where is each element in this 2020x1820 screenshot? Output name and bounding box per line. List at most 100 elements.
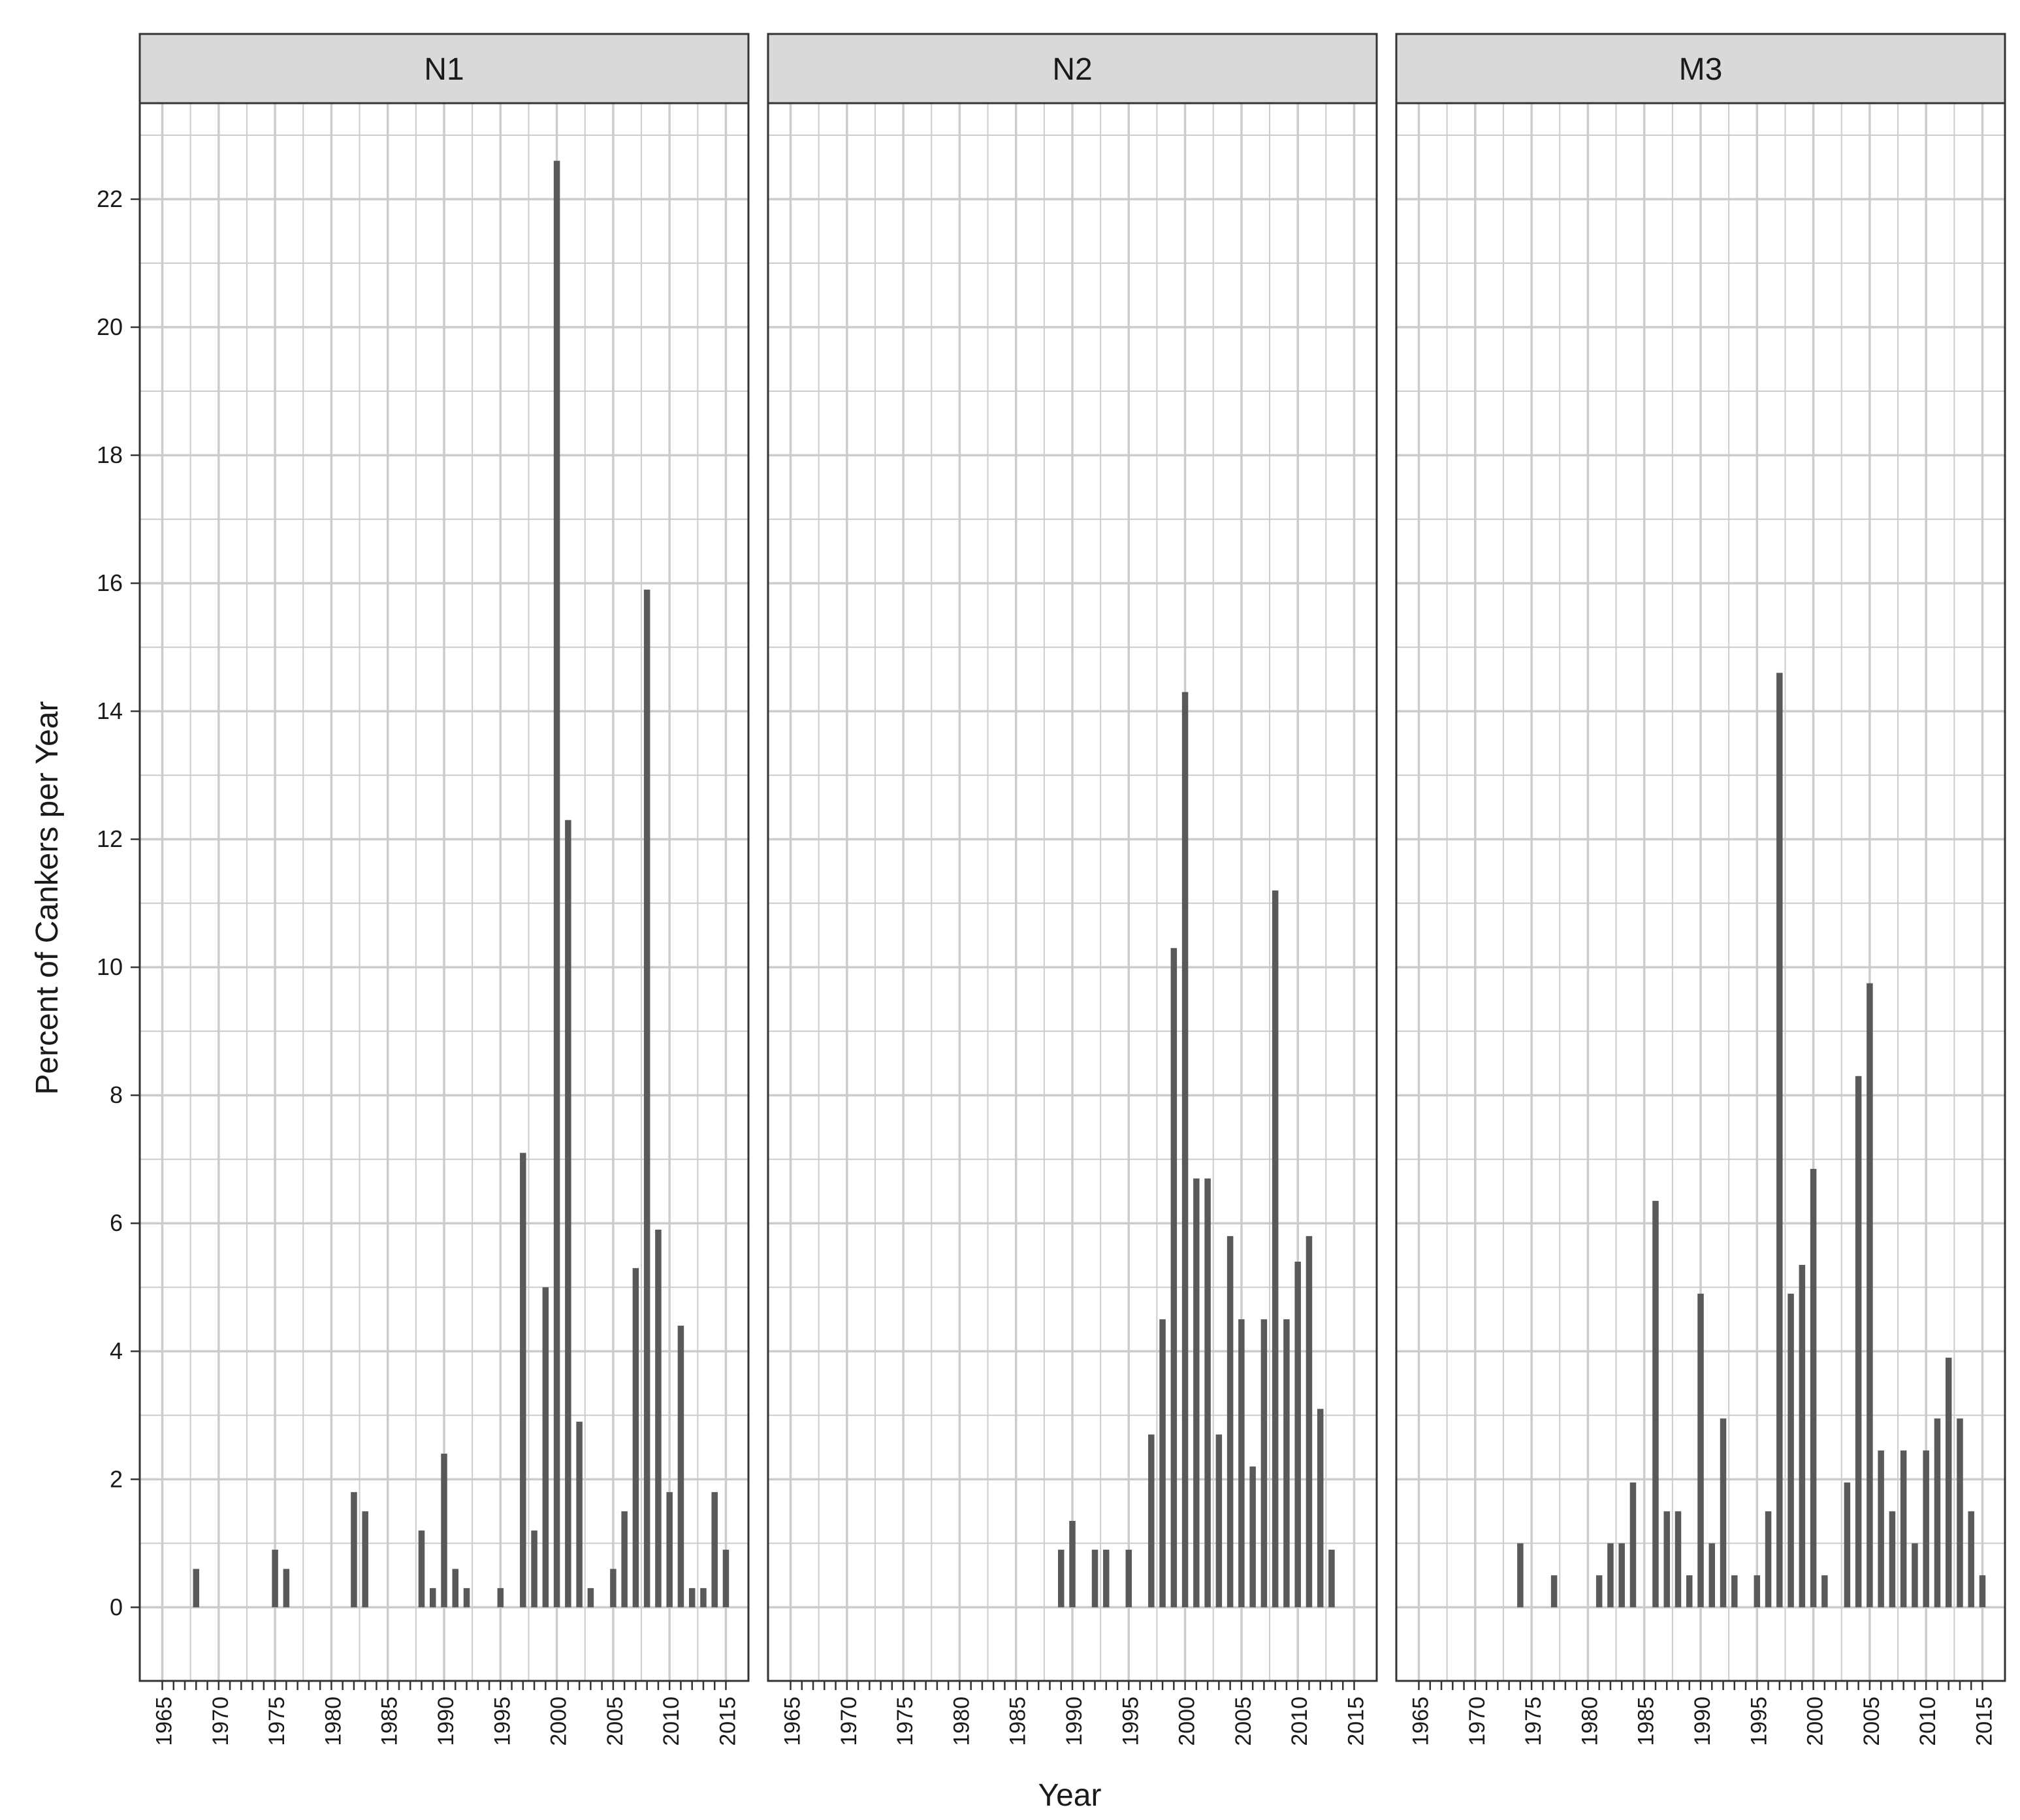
bar-m3-1997 [1776, 673, 1783, 1608]
bar-n1-1982 [351, 1492, 357, 1608]
bar-m3-1986 [1652, 1200, 1659, 1608]
bar-n2-2001 [1193, 1178, 1200, 1608]
bar-n1-1990 [441, 1454, 447, 1608]
bar-n2-2011 [1306, 1236, 1313, 1608]
bar-n1-1997 [520, 1153, 526, 1608]
bar-n1-2000 [553, 161, 560, 1608]
bar-m3-2005 [1867, 983, 1873, 1608]
bar-m3-2008 [1900, 1450, 1907, 1608]
bar-m3-1998 [1788, 1294, 1794, 1608]
bar-m3-2000 [1810, 1168, 1817, 1608]
x-tick-label: 2005 [1231, 1697, 1256, 1746]
bar-n2-2006 [1249, 1466, 1256, 1608]
bar-m3-1977 [1550, 1575, 1558, 1608]
x-tick-label: 1965 [780, 1697, 805, 1746]
bar-m3-2006 [1878, 1450, 1884, 1608]
bar-n2-1989 [1057, 1550, 1065, 1608]
bar-n1-2008 [643, 589, 650, 1608]
x-tick-label: 1970 [208, 1697, 233, 1746]
bar-m3-1993 [1731, 1575, 1738, 1608]
bar-n2-1995 [1125, 1550, 1132, 1608]
bar-m3-1996 [1765, 1511, 1772, 1608]
bar-n1-1975 [272, 1550, 278, 1608]
x-tick-label: 2015 [1343, 1697, 1368, 1746]
x-tick-label: 1990 [1690, 1697, 1715, 1746]
bar-n1-2007 [632, 1268, 639, 1608]
bar-n1-2001 [565, 820, 571, 1608]
bar-n2-2003 [1215, 1434, 1223, 1608]
bar-m3-1974 [1517, 1543, 1524, 1608]
panel-n2: N2 1965 1970 1975 1980 1985 1990 1995 2000 2005 20… [767, 33, 1378, 1746]
bar-n1-2003 [587, 1588, 594, 1608]
x-tick-label: 2000 [1175, 1697, 1200, 1746]
y-tick-label: 0 [110, 1593, 123, 1620]
bar-n1-2014 [711, 1492, 718, 1608]
bar-m3-1991 [1708, 1543, 1716, 1608]
x-tick-label: 2015 [715, 1697, 740, 1746]
y-tick-label: 18 [97, 441, 123, 468]
bar-n2-1997 [1148, 1434, 1155, 1608]
bar-n1-2013 [700, 1588, 707, 1608]
bar-m3-1992 [1720, 1418, 1727, 1608]
y-tick-label: 22 [97, 185, 123, 212]
bar-n2-1998 [1159, 1319, 1166, 1608]
x-tick-label: 1990 [434, 1697, 458, 1746]
bar-n2-2012 [1317, 1409, 1324, 1608]
bar-m3-1999 [1799, 1264, 1806, 1608]
bar-m3-2010 [1923, 1450, 1929, 1608]
x-tick-label: 2000 [1803, 1697, 1828, 1746]
bar-m3-1983 [1618, 1543, 1625, 1608]
bar-m3-2009 [1912, 1543, 1918, 1608]
y-tick-label: 10 [97, 953, 123, 980]
y-tick-label: 6 [110, 1209, 123, 1236]
bar-m3-1989 [1686, 1575, 1693, 1608]
bar-n2-1990 [1069, 1520, 1076, 1608]
y-axis-title: Percent of Cankers per Year [30, 701, 65, 1094]
bar-n1-1983 [362, 1511, 368, 1608]
bar-n2-2000 [1181, 692, 1189, 1608]
x-tick-label: 1980 [1577, 1697, 1602, 1746]
bar-m3-2015 [1979, 1575, 1986, 1608]
bar-n2-2004 [1226, 1236, 1234, 1608]
facet-strip [767, 33, 1378, 104]
bar-n1-1995 [497, 1588, 504, 1608]
y-tick-label: 16 [97, 569, 123, 596]
x-tick-label: 1995 [1746, 1697, 1771, 1746]
bar-m3-1981 [1595, 1575, 1603, 1608]
x-tick-label: 1985 [1634, 1697, 1659, 1746]
x-tick-label: 2005 [1859, 1697, 1884, 1746]
x-tick-label: 1990 [1062, 1697, 1087, 1746]
bar-n1-2012 [688, 1588, 696, 1608]
bar-m3-1990 [1697, 1294, 1704, 1608]
bar-n1-2009 [655, 1230, 662, 1608]
x-tick-label: 2015 [1972, 1697, 1996, 1746]
bar-n2-2007 [1260, 1319, 1268, 1608]
bar-n2-1993 [1103, 1550, 1110, 1608]
y-tick-label: 20 [97, 313, 123, 340]
bar-n1-2006 [621, 1511, 628, 1608]
bar-m3-2007 [1889, 1511, 1896, 1608]
bar-m3-1984 [1629, 1482, 1637, 1608]
x-tick-label: 1975 [265, 1697, 289, 1746]
x-tick-label: 1980 [321, 1697, 345, 1746]
x-tick-label: 1965 [1409, 1697, 1434, 1746]
bar-m3-1988 [1675, 1511, 1682, 1608]
bar-n1-2005 [610, 1569, 617, 1608]
x-tick-label: 2005 [603, 1697, 628, 1746]
bar-n2-2005 [1238, 1319, 1245, 1608]
bar-m3-2003 [1844, 1482, 1851, 1608]
bar-m3-2014 [1968, 1511, 1974, 1608]
bar-m3-2004 [1855, 1076, 1862, 1608]
y-tick-label: 14 [97, 697, 123, 724]
bar-n1-1989 [429, 1588, 436, 1608]
bar-n2-1992 [1091, 1550, 1098, 1608]
bar-n1-1991 [452, 1569, 459, 1608]
bar-n2-1999 [1170, 948, 1178, 1608]
bar-m3-1987 [1663, 1511, 1670, 1608]
bar-n1-1999 [542, 1287, 549, 1608]
bar-n1-1976 [283, 1569, 290, 1608]
x-tick-label: 1975 [893, 1697, 918, 1746]
